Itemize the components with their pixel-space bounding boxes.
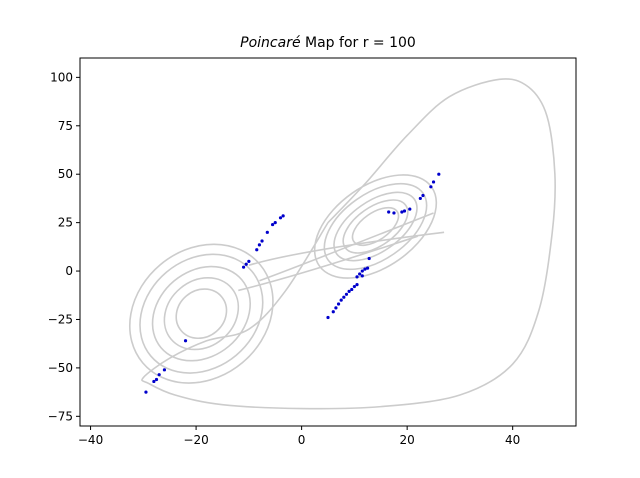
chart-title-rest: Map for r = 100 [301, 35, 416, 51]
section-point [363, 267, 367, 271]
x-tick-label: 20 [400, 433, 415, 447]
trajectory-outer-loop [141, 78, 557, 410]
section-point [157, 373, 161, 377]
trajectory-left-wing-ring [128, 243, 274, 384]
section-point [360, 274, 364, 278]
section-point [358, 272, 362, 276]
section-point [352, 284, 356, 289]
section-point [247, 259, 251, 263]
section-point [273, 221, 277, 225]
section-point [183, 339, 188, 343]
trajectory-right-wing-ring [323, 182, 428, 271]
section-point [387, 210, 391, 214]
trajectory-connecting-band [248, 231, 445, 267]
trajectory-connecting-band [238, 235, 418, 292]
trajectory-left-wing-ring [151, 265, 251, 362]
section-point [437, 172, 441, 176]
section-point [244, 262, 248, 266]
section-point [400, 210, 404, 214]
section-point [402, 209, 407, 213]
plot-area: −40 −20 0 20 40 −75 −50 −25 0 25 50 75 100 [48, 57, 577, 447]
trajectory-right-wing-ring [351, 206, 400, 247]
trajectory-right-wing-ring [333, 191, 418, 262]
y-tick-label: 50 [58, 167, 73, 181]
section-point [265, 230, 269, 234]
section-point [334, 306, 338, 310]
section-point [350, 287, 354, 292]
section-point [257, 243, 262, 247]
trajectory-left-wing-ring [175, 288, 228, 340]
y-tick-label: −25 [48, 312, 73, 326]
chart-title: Poincaré Map for r = 100 [240, 35, 416, 51]
y-tick-label: 25 [58, 216, 73, 230]
x-tick-label: 0 [298, 433, 306, 447]
section-point [336, 302, 341, 306]
trajectory-left-wing-ring [163, 277, 240, 351]
section-point [144, 390, 148, 394]
section-point [270, 222, 275, 227]
y-tick-label: 100 [50, 70, 73, 84]
section-point [281, 214, 285, 218]
section-point [260, 239, 264, 243]
y-tick-label: −75 [48, 409, 73, 423]
trajectory-right-wing-ring [313, 174, 438, 279]
section-point [429, 185, 433, 189]
section-point [355, 283, 359, 287]
x-tick-label: −20 [183, 433, 208, 447]
section-point [344, 292, 349, 296]
section-point [355, 275, 359, 279]
x-tick-label: −40 [78, 433, 103, 447]
y-tick-label: 75 [58, 119, 73, 133]
section-point [431, 180, 436, 184]
section-point [342, 295, 346, 299]
section-point [255, 248, 259, 252]
trajectory-left-wing-ring [139, 253, 264, 374]
y-tick-label: 0 [65, 264, 73, 278]
section-point [347, 289, 351, 293]
section-point [360, 269, 364, 273]
section-point [392, 211, 396, 215]
y-tick-label: −50 [48, 361, 73, 375]
chart-title-italic: Poincaré [240, 35, 301, 51]
section-point [162, 368, 167, 372]
x-tick-label: 40 [505, 433, 520, 447]
trajectory-right-wing-ring [342, 199, 409, 254]
section-point [408, 207, 412, 211]
section-point [339, 298, 343, 302]
section-point [365, 266, 370, 270]
section-point [421, 193, 425, 198]
section-point [418, 196, 422, 201]
section-point [152, 379, 156, 384]
axes-frame [79, 57, 577, 427]
trajectory-connecting-band [259, 212, 434, 282]
section-point [326, 315, 330, 320]
section-point [278, 216, 283, 220]
section-point [241, 265, 246, 269]
section-point [367, 256, 371, 261]
section-point [154, 377, 159, 382]
section-point [331, 310, 335, 314]
